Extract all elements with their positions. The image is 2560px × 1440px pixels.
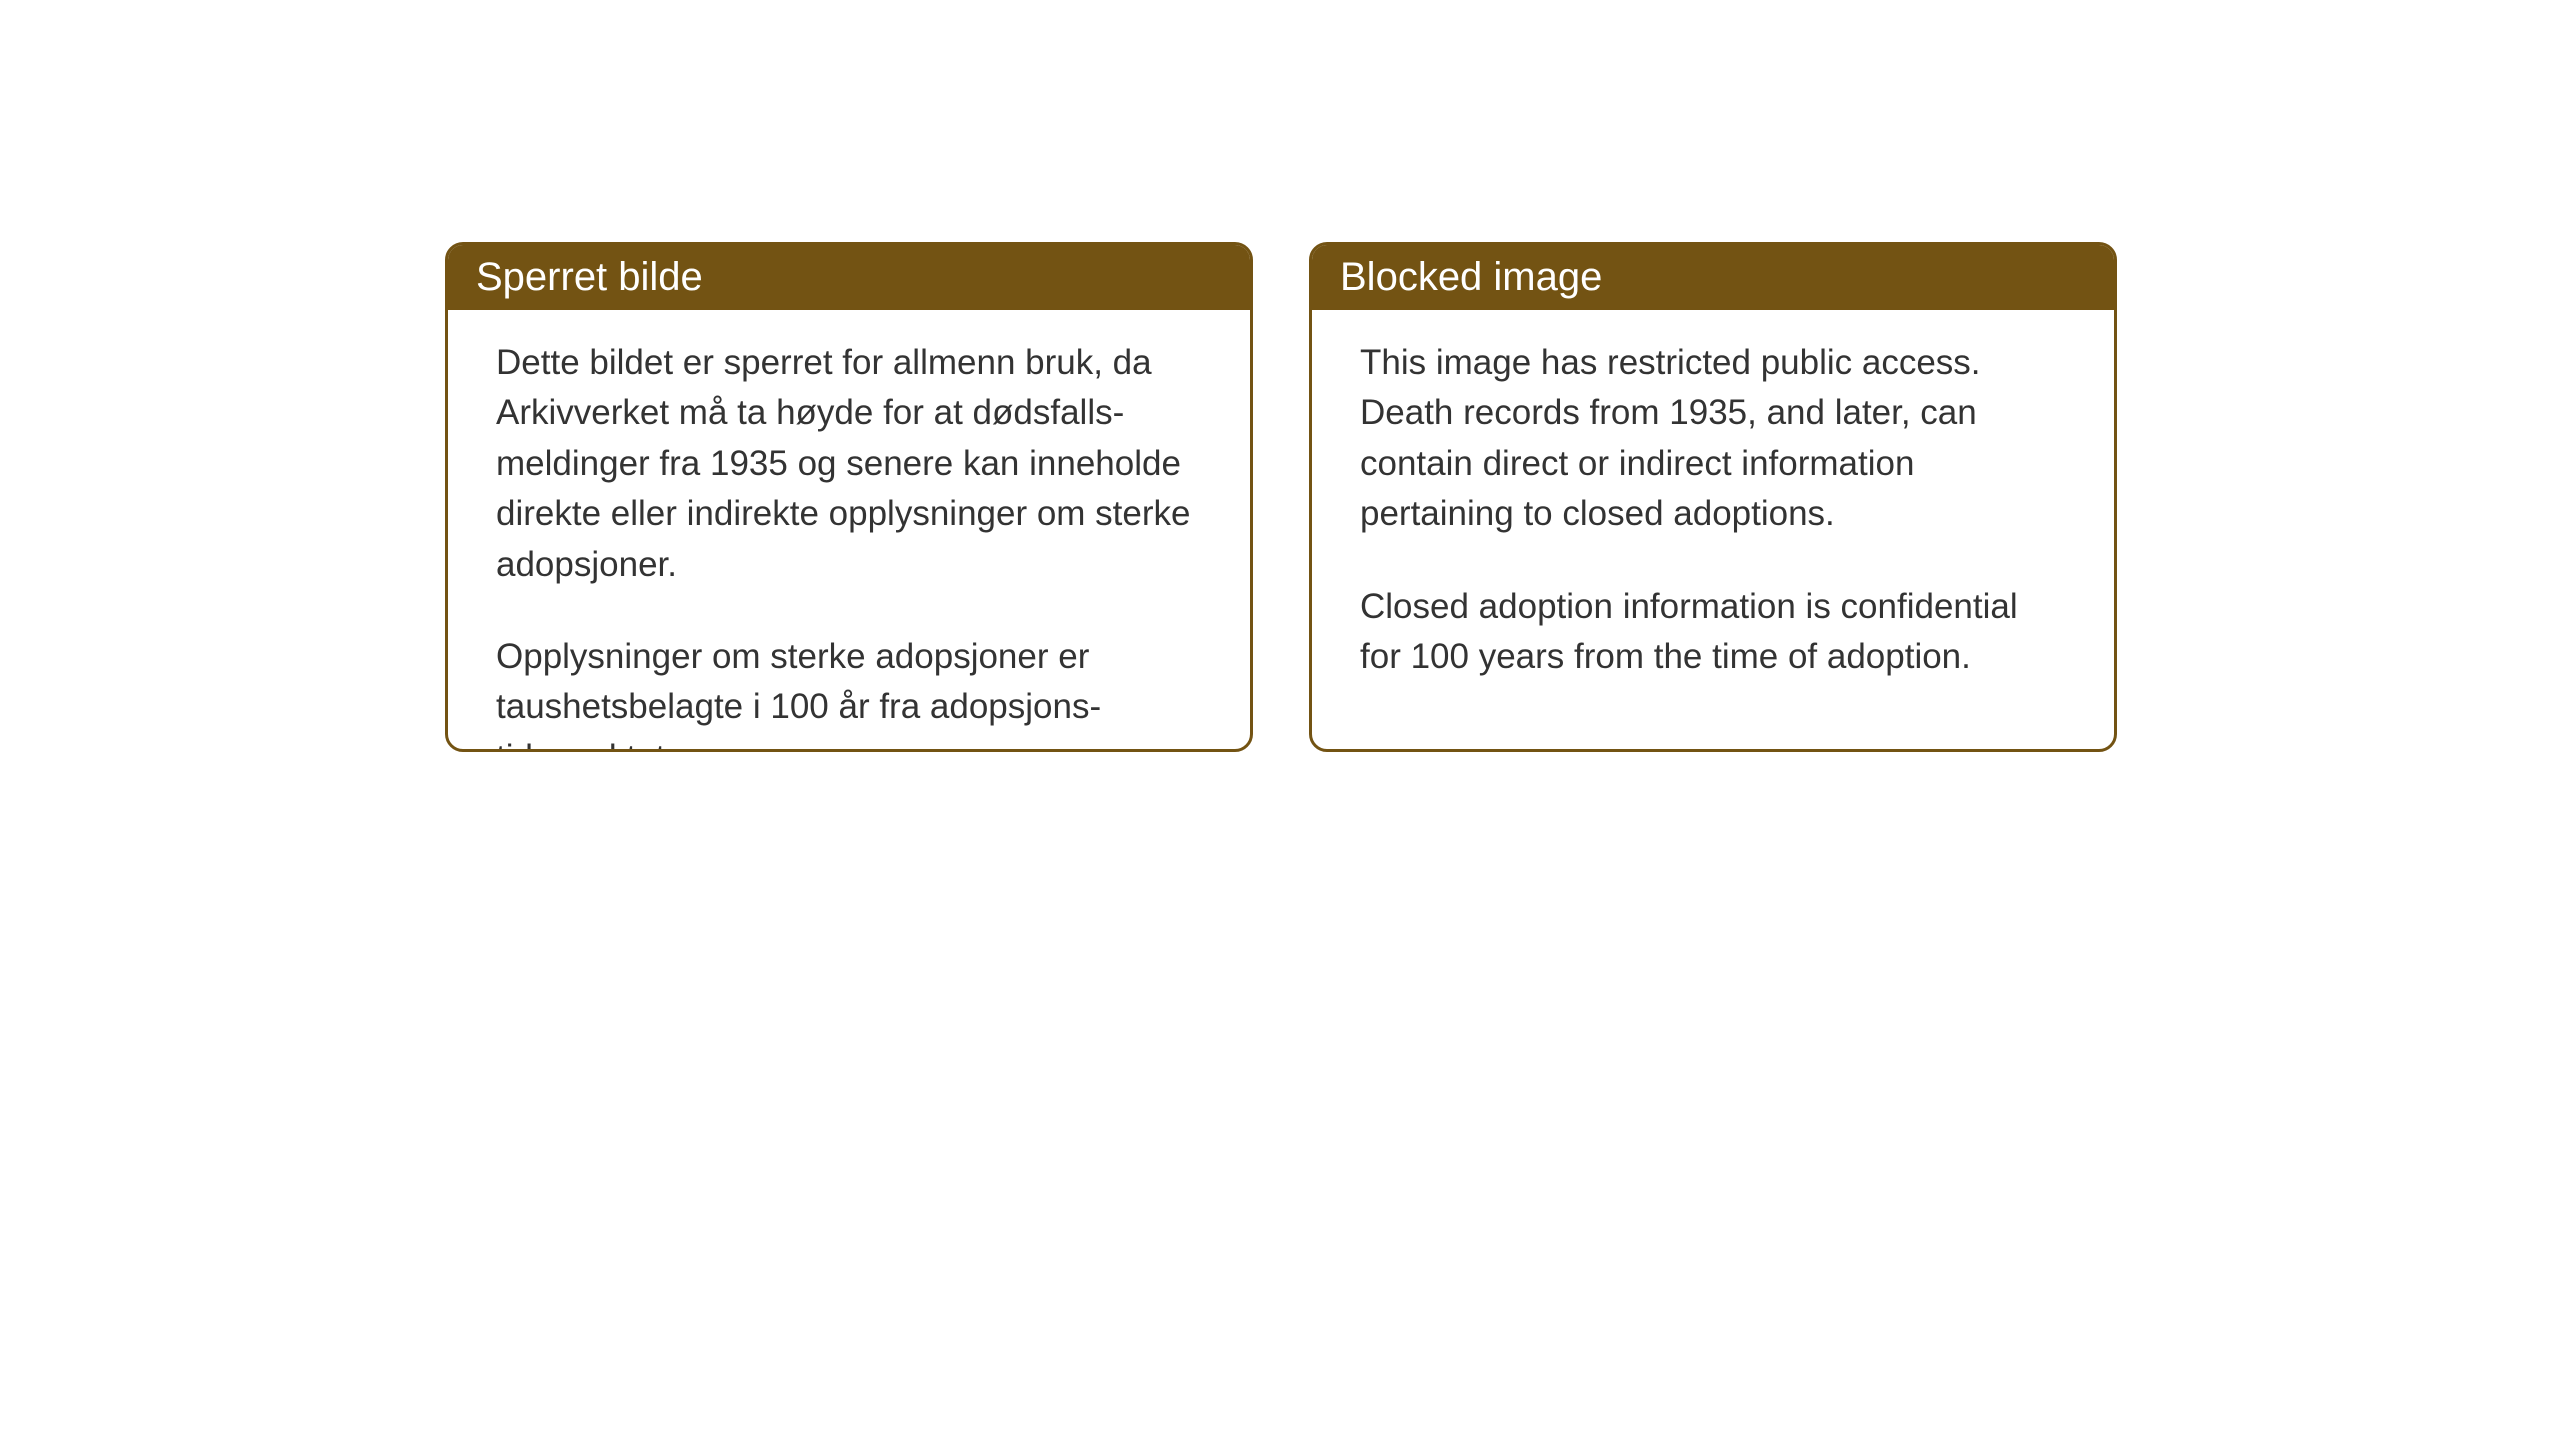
notice-body-norwegian: Dette bildet er sperret for allmenn bruk… (448, 310, 1250, 752)
notice-header-norwegian: Sperret bilde (448, 245, 1250, 310)
notice-paragraph-2-english: Closed adoption information is confident… (1360, 582, 2066, 683)
notice-paragraph-2-norwegian: Opplysninger om sterke adopsjoner er tau… (496, 632, 1202, 752)
notice-container: Sperret bilde Dette bildet er sperret fo… (445, 242, 2117, 752)
notice-title-english: Blocked image (1340, 255, 1602, 299)
notice-body-english: This image has restricted public access.… (1312, 310, 2114, 710)
notice-box-norwegian: Sperret bilde Dette bildet er sperret fo… (445, 242, 1253, 752)
notice-title-norwegian: Sperret bilde (476, 255, 703, 299)
notice-paragraph-1-english: This image has restricted public access.… (1360, 338, 2066, 540)
notice-paragraph-1-norwegian: Dette bildet er sperret for allmenn bruk… (496, 338, 1202, 590)
notice-box-english: Blocked image This image has restricted … (1309, 242, 2117, 752)
notice-header-english: Blocked image (1312, 245, 2114, 310)
